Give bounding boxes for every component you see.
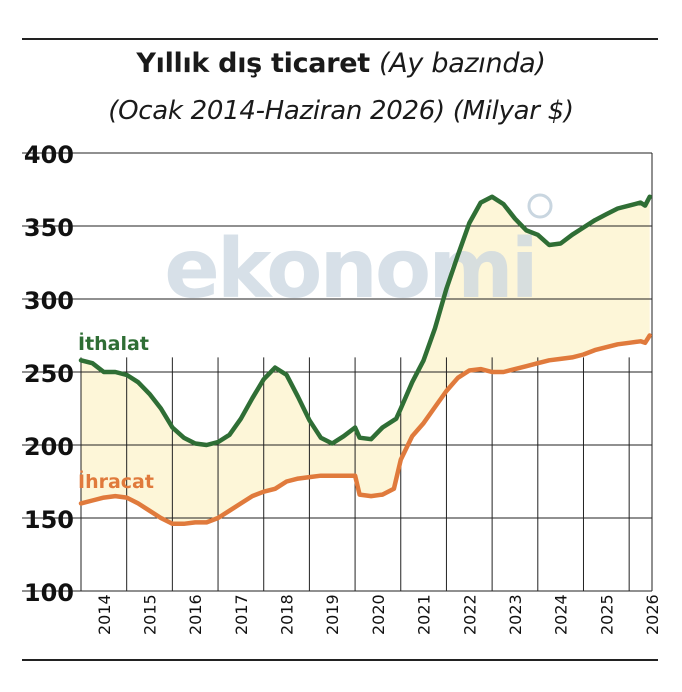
y-tick-label: 300 (24, 287, 74, 315)
watermark-text: ekonomi (164, 222, 536, 317)
series-line-export (78, 333, 652, 527)
y-tick-label: 400 (24, 141, 74, 169)
title-note: (Ay bazında) (378, 48, 546, 79)
x-tick-label: 2021 (415, 594, 434, 635)
y-tick-label: 250 (24, 360, 74, 388)
x-tick-label: 2018 (278, 594, 297, 635)
fill-between-series (81, 196, 650, 524)
x-tick-label: 2022 (460, 594, 479, 635)
y-tick-label: 200 (24, 433, 74, 461)
x-tick-label: 2017 (232, 594, 251, 635)
x-axis-ticks: 2014 2015 2016 2017 2018 2019 2020 2021 2022 2023… (95, 594, 662, 635)
watermark-globe-icon (527, 193, 553, 219)
y-tick-label: 100 (24, 579, 74, 607)
title-main: Yıllık dış ticaret (136, 48, 370, 79)
y-tick-label: 350 (24, 214, 74, 242)
x-tick-label: 2019 (323, 594, 342, 635)
x-tick-label: 2026 (643, 594, 662, 635)
x-tick-label: 2020 (369, 594, 388, 635)
chart-title: Yıllık dış ticaret (Ay bazında) (0, 48, 682, 79)
series-line-import (78, 194, 652, 448)
x-tick-label: 2015 (141, 594, 160, 635)
chart-subtitle: (Ocak 2014-Haziran 2026) (Milyar $) (108, 96, 574, 126)
x-tick-label: 2024 (552, 594, 571, 635)
series-label-import: İthalat (78, 331, 149, 355)
x-tick-label: 2023 (506, 594, 525, 635)
top-rule (22, 38, 658, 40)
area-between-series (81, 196, 650, 524)
y-axis-ticks: 100 150 200 250 300 350 400 (24, 141, 74, 607)
x-tick-label: 2016 (186, 594, 205, 635)
series-label-export: İhracat (78, 469, 154, 493)
watermark-layer: ekonomi (164, 193, 553, 317)
series-labels: İthalat İhracat (78, 331, 154, 493)
y-tick-label: 150 (24, 506, 74, 534)
bottom-rule (22, 659, 658, 661)
x-tick-label: 2025 (597, 594, 616, 635)
series-lines (78, 194, 652, 527)
grid (22, 152, 653, 592)
x-tick-label: 2014 (95, 594, 114, 635)
